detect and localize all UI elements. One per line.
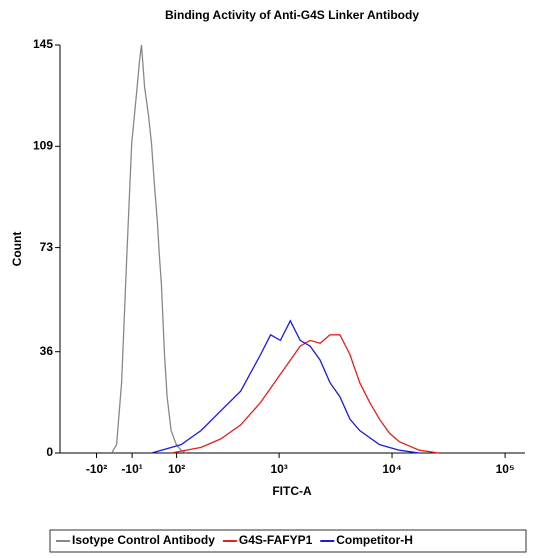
chart-title: Binding Activity of Anti-G4S Linker Anti… xyxy=(165,8,419,22)
x-tick-label: -10² xyxy=(86,462,107,476)
y-axis-label: Count xyxy=(10,232,24,267)
series-line xyxy=(151,319,420,454)
series-line xyxy=(111,44,187,454)
y-tick-label: 0 xyxy=(46,445,53,459)
legend-label: Competitor-H xyxy=(336,533,413,547)
y-tick-label: 109 xyxy=(33,138,53,152)
y-tick-label: 73 xyxy=(40,240,54,254)
x-tick-label: 10⁴ xyxy=(382,462,401,476)
legend-box xyxy=(49,529,527,553)
legend-label: G4S-FAFYP1 xyxy=(239,533,313,547)
x-tick-label: 10⁵ xyxy=(496,462,515,476)
x-tick-label: 10³ xyxy=(270,462,287,476)
x-tick-label: -10¹ xyxy=(121,462,142,476)
y-tick-label: 145 xyxy=(33,37,53,51)
series-line xyxy=(170,334,440,454)
x-tick-label: 10² xyxy=(168,462,185,476)
x-axis-label: FITC-A xyxy=(272,484,312,498)
legend-label: Isotype Control Antibody xyxy=(72,533,215,547)
y-tick-label: 36 xyxy=(40,344,54,358)
